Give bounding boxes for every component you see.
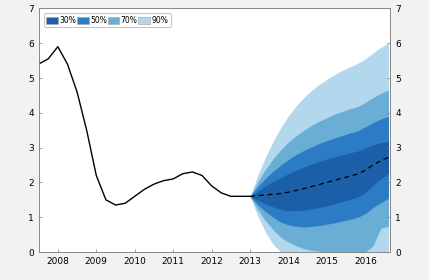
- Legend: 30%, 50%, 70%, 90%: 30%, 50%, 70%, 90%: [44, 13, 170, 27]
